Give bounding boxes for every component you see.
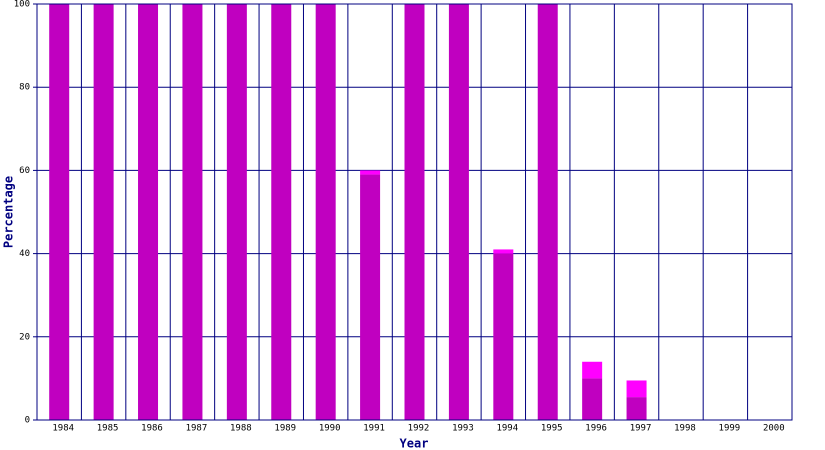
x-tick-label: 1990	[319, 424, 341, 434]
bar-segment	[49, 4, 70, 420]
bar-segment	[493, 249, 514, 254]
y-tick-label: 0	[25, 416, 30, 426]
x-tick-label: 1987	[186, 424, 208, 434]
x-tick-label: 1998	[674, 424, 696, 434]
y-tick-label: 40	[19, 249, 30, 259]
x-tick-label: 1984	[52, 424, 74, 434]
y-axis-title: Percentage	[2, 176, 16, 248]
x-tick-label: 1986	[141, 424, 163, 434]
x-tick-label: 2000	[763, 424, 785, 434]
bar-segment	[226, 4, 247, 420]
x-axis-title: Year	[400, 437, 429, 450]
y-tick-label: 20	[19, 332, 30, 342]
x-tick-label: 1993	[452, 424, 474, 434]
plot-frame	[36, 3, 793, 421]
bar-segment	[626, 397, 647, 420]
bar-segment	[493, 253, 514, 420]
x-tick-label: 1985	[97, 424, 119, 434]
x-tick-label: 1997	[630, 424, 652, 434]
bar-segment	[626, 380, 647, 398]
x-tick-label: 1996	[585, 424, 607, 434]
bar-segment	[582, 361, 603, 379]
bar-segment	[182, 4, 203, 420]
bar-segment	[582, 378, 603, 420]
x-tick-label: 1999	[719, 424, 741, 434]
x-tick-label: 1991	[363, 424, 385, 434]
bar-segment	[360, 174, 381, 420]
bar-segment	[93, 4, 114, 420]
bar-segment	[360, 170, 381, 175]
bar-segment	[537, 4, 558, 420]
y-tick-label: 100	[14, 0, 30, 10]
y-tick-label: 60	[19, 166, 30, 176]
y-tick-label: 80	[19, 83, 30, 93]
x-tick-label: 1994	[496, 424, 518, 434]
x-tick-label: 1989	[274, 424, 296, 434]
bar-segment	[315, 4, 336, 420]
x-tick-label: 1995	[541, 424, 563, 434]
bar-segment	[404, 4, 425, 420]
bar-segment	[271, 4, 292, 420]
x-tick-label: 1992	[408, 424, 430, 434]
x-tick-label: 1988	[230, 424, 252, 434]
bar-segment	[448, 4, 469, 420]
bar-segment	[138, 4, 159, 420]
